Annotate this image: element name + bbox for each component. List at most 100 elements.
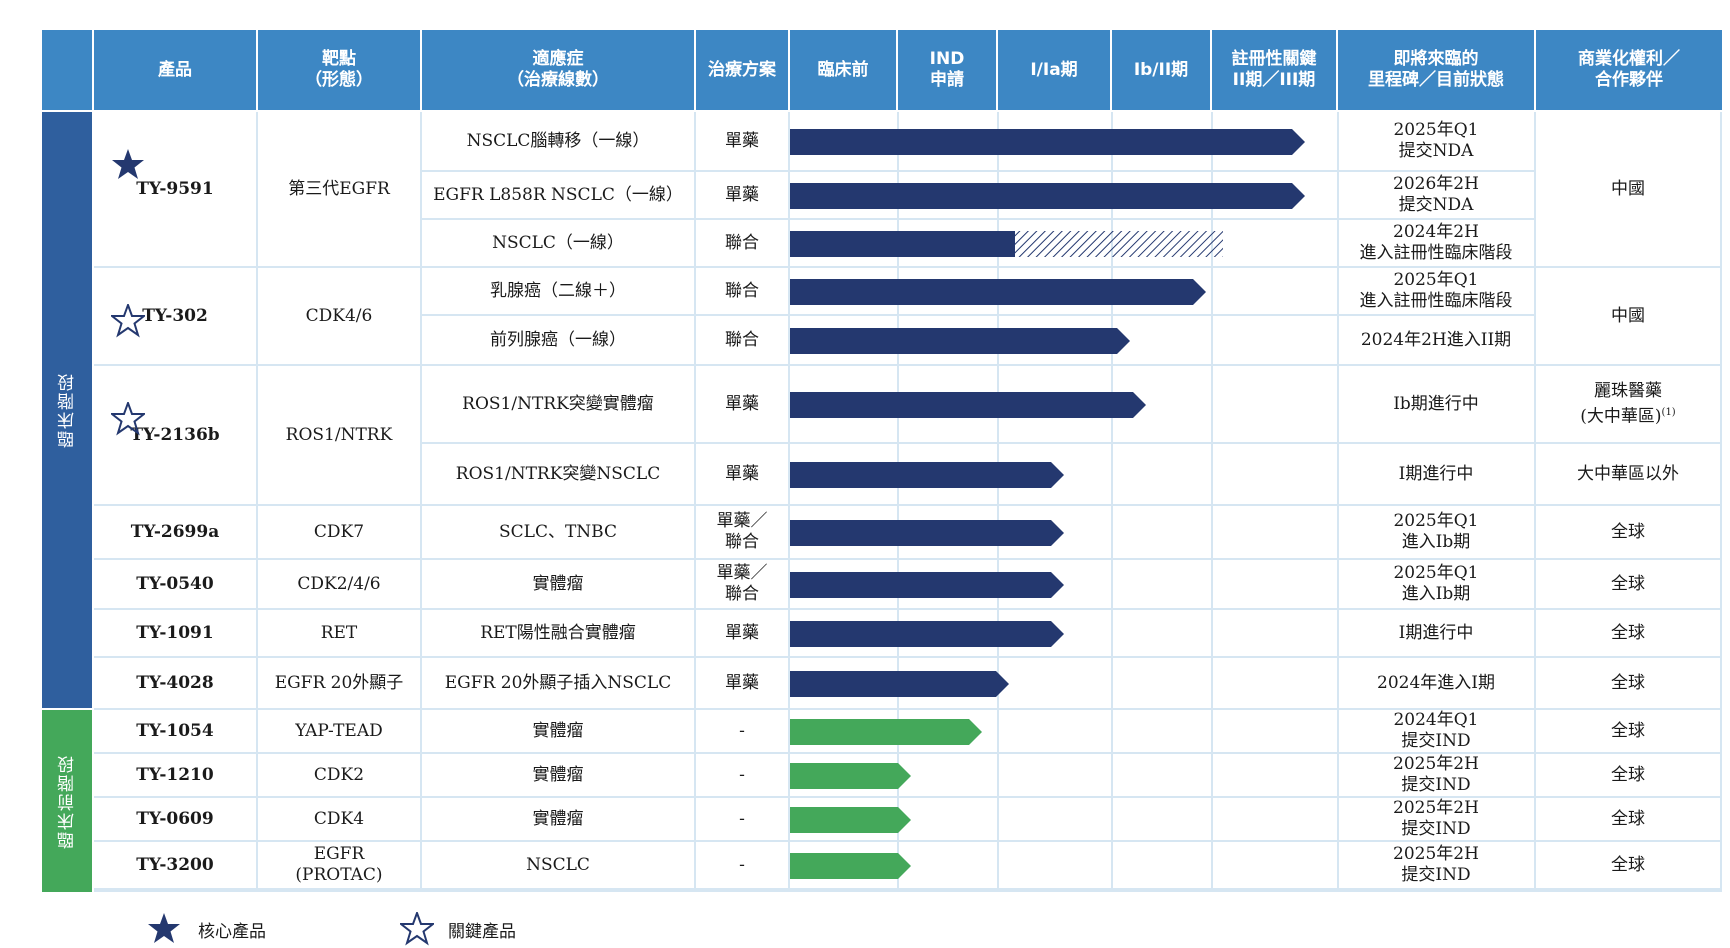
completed-segment [790, 183, 1305, 209]
rights-cell: 全球 [1536, 710, 1722, 754]
rights-cell: 全球 [1536, 842, 1722, 890]
footnote-mark: (1) [1661, 406, 1676, 418]
stage-preclinical: 臨床前階段 [42, 710, 92, 892]
table-bottom-border [94, 890, 1722, 892]
progress-bar [790, 671, 1009, 697]
row-gridline [790, 558, 1338, 560]
milestone-cell: 2024年進入I期 [1338, 658, 1536, 710]
rights-cell: 全球 [1536, 798, 1722, 842]
indication-cell: NSCLC（一線） [422, 220, 696, 268]
progress-bar [790, 520, 1064, 546]
header-phase-1-1a: I/Ia期 [998, 30, 1112, 110]
rights-cell: 全球 [1536, 560, 1722, 610]
product-target: CDK4/6 [258, 268, 422, 366]
key-product-star-icon [111, 402, 145, 436]
header-phase-1b-2: Ib/II期 [1112, 30, 1212, 110]
row-gridline [790, 170, 1338, 172]
completed-segment [790, 807, 911, 833]
indication-cell: EGFR 20外顯子插入NSCLC [422, 658, 696, 710]
indication-cell: 實體瘤 [422, 798, 696, 842]
rights-cell: 中國 [1536, 112, 1722, 268]
progress-bar [790, 231, 1223, 257]
rights-cell: 全球 [1536, 610, 1722, 658]
completed-segment [790, 763, 911, 789]
progress-bar [790, 392, 1146, 418]
milestone-cell: 2025年Q1 進入Ib期 [1338, 506, 1536, 560]
product-target: EGFR 20外顯子 [258, 658, 422, 710]
progress-bar [790, 763, 911, 789]
rights-cell: 全球 [1536, 754, 1722, 798]
regimen-cell: 單藥／ 聯合 [696, 506, 790, 560]
regimen-cell: 聯合 [696, 268, 790, 316]
header-product: 產品 [94, 30, 258, 110]
indication-cell: 乳腺癌（二線＋） [422, 268, 696, 316]
progress-bar [790, 572, 1064, 598]
product-name: TY-302 [94, 268, 258, 366]
stage-clinical: 臨床階段 [42, 112, 92, 708]
regimen-cell: 單藥 [696, 112, 790, 172]
legend-key-label: 關鍵產品 [448, 922, 516, 942]
product-name: TY-0609 [94, 798, 258, 842]
milestone-cell: 2026年2H 提交NDA [1338, 172, 1536, 220]
row-gridline [790, 708, 1338, 710]
progress-bar [790, 462, 1064, 488]
header-pivotal: 註冊性關鍵 II期／III期 [1212, 30, 1338, 110]
indication-cell: ROS1/NTRK突變實體瘤 [422, 366, 696, 444]
phase-gridline [897, 112, 899, 892]
indication-cell: 實體瘤 [422, 754, 696, 798]
indication-cell: EGFR L858R NSCLC（一線） [422, 172, 696, 220]
product-name: TY-2136b [94, 366, 258, 506]
product-target: 第三代EGFR [258, 112, 422, 268]
product-target: EGFR (PROTAC) [258, 842, 422, 890]
completed-segment [790, 462, 1064, 488]
phase-gridline [1211, 112, 1213, 892]
indication-cell: 實體瘤 [422, 560, 696, 610]
indication-cell: 實體瘤 [422, 710, 696, 754]
product-name: TY-1210 [94, 754, 258, 798]
milestone-cell: 2025年Q1 進入Ib期 [1338, 560, 1536, 610]
regimen-cell: 單藥 [696, 366, 790, 444]
milestone-cell: 2025年2H 提交IND [1338, 754, 1536, 798]
indication-cell: SCLC、TNBC [422, 506, 696, 560]
regimen-cell: - [696, 710, 790, 754]
indication-cell: NSCLC腦轉移（一線） [422, 112, 696, 172]
milestone-cell: 2024年Q1 提交IND [1338, 710, 1536, 754]
milestone-cell: 2024年2H進入II期 [1338, 316, 1536, 366]
product-name: TY-4028 [94, 658, 258, 710]
completed-segment [790, 719, 982, 745]
header-rights: 商業化權利／ 合作夥伴 [1536, 30, 1722, 110]
product-name: TY-2699a [94, 506, 258, 560]
legend-filled-star-icon [148, 913, 180, 943]
regimen-cell: - [696, 842, 790, 890]
milestone-cell: 2025年Q1 進入註冊性臨床階段 [1338, 268, 1536, 316]
row-gridline [790, 888, 1338, 890]
milestone-cell: Ib期進行中 [1338, 366, 1536, 444]
row-gridline [790, 364, 1338, 366]
row-gridline [790, 442, 1338, 444]
header-milestone: 即將來臨的 里程碑／目前狀態 [1338, 30, 1536, 110]
completed-segment [790, 520, 1064, 546]
indication-cell: ROS1/NTRK突變NSCLC [422, 444, 696, 506]
phase-gridline [997, 112, 999, 892]
product-name: TY-3200 [94, 842, 258, 890]
phase-gridline [1111, 112, 1113, 892]
rights-cell-ty2136b-2: 大中華區以外 [1536, 444, 1722, 506]
legend-outline-star-icon [400, 912, 434, 946]
completed-segment [790, 328, 1130, 354]
header-regimen: 治療方案 [696, 30, 790, 110]
rights-cell: 中國 [1536, 268, 1722, 366]
header-indication: 適應症 （治療線數） [422, 30, 696, 110]
progress-bar [790, 279, 1206, 305]
regimen-cell: 單藥 [696, 172, 790, 220]
regimen-cell: - [696, 798, 790, 842]
indication-cell: NSCLC [422, 842, 696, 890]
row-gridline [790, 840, 1338, 842]
progress-bar [790, 129, 1305, 155]
indication-cell: RET陽性融合實體瘤 [422, 610, 696, 658]
key-product-star-icon [111, 304, 145, 338]
row-gridline [790, 266, 1338, 268]
progress-bar [790, 853, 911, 879]
product-target: CDK2 [258, 754, 422, 798]
milestone-cell: 2024年2H 進入註冊性臨床階段 [1338, 220, 1536, 268]
product-name: TY-1091 [94, 610, 258, 658]
